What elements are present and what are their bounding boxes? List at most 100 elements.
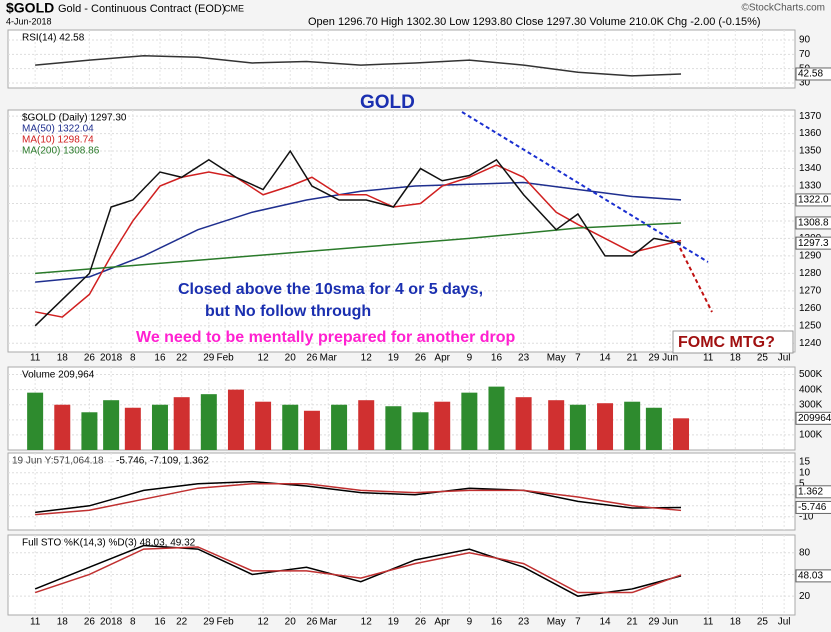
volume-bar (385, 406, 402, 450)
series-line (34, 546, 682, 594)
y-tick-label: 500K (799, 369, 823, 380)
x-tick-label: Feb (216, 353, 234, 364)
volume-bar (645, 407, 662, 450)
volume-bar (569, 404, 586, 450)
x-tick-label: 26 (415, 617, 427, 628)
x-tick-label: 26 (306, 353, 318, 364)
volume-bar (548, 400, 565, 450)
last-value-box (795, 236, 831, 250)
volume-bar (515, 397, 532, 450)
y-tick-label: 80 (799, 547, 811, 558)
annotation: Closed above the 10sma for 4 or 5 days, (178, 281, 483, 298)
last-value-label: 42.58 (798, 69, 823, 80)
x-tick-label: May (547, 617, 566, 628)
x-tick-label: 8 (130, 617, 136, 628)
x-tick-label: 26 (306, 617, 318, 628)
x-tick-label: 18 (57, 353, 69, 364)
y-tick-label: 1340 (799, 163, 822, 174)
y-tick-label: 1290 (799, 251, 822, 262)
y-tick-label: 400K (799, 384, 823, 395)
last-value-label: 48.03 (798, 571, 823, 582)
x-tick-label: Apr (434, 353, 450, 364)
x-tick-label: 12 (258, 617, 270, 628)
panel-legend: -5.746, -7.109, 1.362 (116, 456, 209, 467)
last-value-label: -5.746 (798, 502, 827, 513)
exchange: CME (224, 3, 244, 13)
x-tick-label: Jun (662, 353, 678, 364)
symbol: $GOLD (6, 0, 54, 16)
last-value-label: 209964 (798, 413, 831, 424)
x-tick-label: May (547, 353, 566, 364)
x-tick-label: 11 (30, 617, 41, 628)
x-tick-label: Jun (662, 617, 678, 628)
name: Gold - Continuous Contract (EOD) (58, 3, 226, 15)
x-tick-label: 29 (648, 353, 660, 364)
volume-bar (331, 404, 348, 450)
y-tick-label: 100K (799, 430, 823, 441)
x-tick-label: Mar (320, 353, 338, 364)
quote: Open 1296.70 High 1302.30 Low 1293.80 Cl… (308, 16, 761, 28)
volume-bar (488, 386, 505, 450)
x-tick-label: 16 (154, 353, 166, 364)
x-tick-label: 26 (84, 353, 96, 364)
x-tick-label: Mar (320, 617, 338, 628)
last-value-label: 1.362 (798, 486, 823, 497)
x-tick-label: 14 (599, 617, 611, 628)
x-tick-label: 19 (388, 353, 400, 364)
volume-bar (624, 401, 641, 450)
x-tick-label: 18 (730, 353, 742, 364)
y-tick-label: 1370 (799, 111, 822, 122)
annotation: FOMC MTG? (678, 334, 775, 351)
last-value-label: 1322.0 (798, 195, 829, 206)
series-line (35, 222, 682, 275)
volume-bar (255, 401, 272, 450)
y-tick-label: 1330 (799, 181, 822, 192)
last-value-label: 1297.3 (798, 238, 829, 249)
legend-entry: MA(200) 1308.86 (22, 146, 100, 157)
y-tick-label: 5 (799, 478, 805, 489)
volume-bar (81, 412, 98, 450)
x-tick-label: 12 (361, 617, 373, 628)
x-tick-label: 7 (575, 353, 581, 364)
x-tick-label: 22 (176, 353, 188, 364)
series-line (35, 483, 682, 516)
volume-bar (173, 397, 190, 450)
y-tick-label: 15 (799, 456, 811, 467)
x-tick-label: 20 (285, 353, 297, 364)
x-tick-label: 2018 (100, 353, 123, 364)
x-tick-label: 16 (491, 617, 503, 628)
y-tick-label: 1280 (799, 268, 822, 279)
x-tick-label: 11 (703, 617, 714, 628)
y-tick-label: 300K (799, 399, 823, 410)
last-value-box (795, 411, 831, 425)
y-tick-label: 10 (799, 467, 811, 478)
x-tick-label: 23 (518, 617, 530, 628)
x-tick-label: Jul (778, 353, 791, 364)
x-tick-label: 22 (176, 617, 188, 628)
last-value-box (795, 193, 831, 207)
x-tick-label: 23 (518, 353, 530, 364)
legend-entry: MA(50) 1322.04 (22, 124, 94, 135)
y-tick-label: 1240 (799, 338, 822, 349)
volume-bar (103, 400, 120, 450)
x-tick-label: 20 (285, 617, 297, 628)
series-line (34, 164, 682, 318)
x-tick-label: 12 (361, 353, 373, 364)
projection-line (679, 247, 713, 313)
volume-bar (200, 394, 217, 450)
panel-legend: $GOLD (Daily) 1297.30 (22, 113, 127, 124)
series-line (35, 55, 682, 77)
last-value-box (795, 485, 831, 499)
x-tick-label: Apr (434, 617, 450, 628)
x-tick-label: 8 (130, 353, 136, 364)
y-tick-label: 1250 (799, 320, 822, 331)
last-value-box (795, 216, 831, 230)
panel (7, 109, 796, 353)
volume-bar (124, 407, 141, 450)
last-value-box (795, 67, 831, 81)
volume-bar (282, 404, 299, 450)
x-tick-label: 29 (203, 617, 215, 628)
x-tick-label: 11 (703, 353, 714, 364)
